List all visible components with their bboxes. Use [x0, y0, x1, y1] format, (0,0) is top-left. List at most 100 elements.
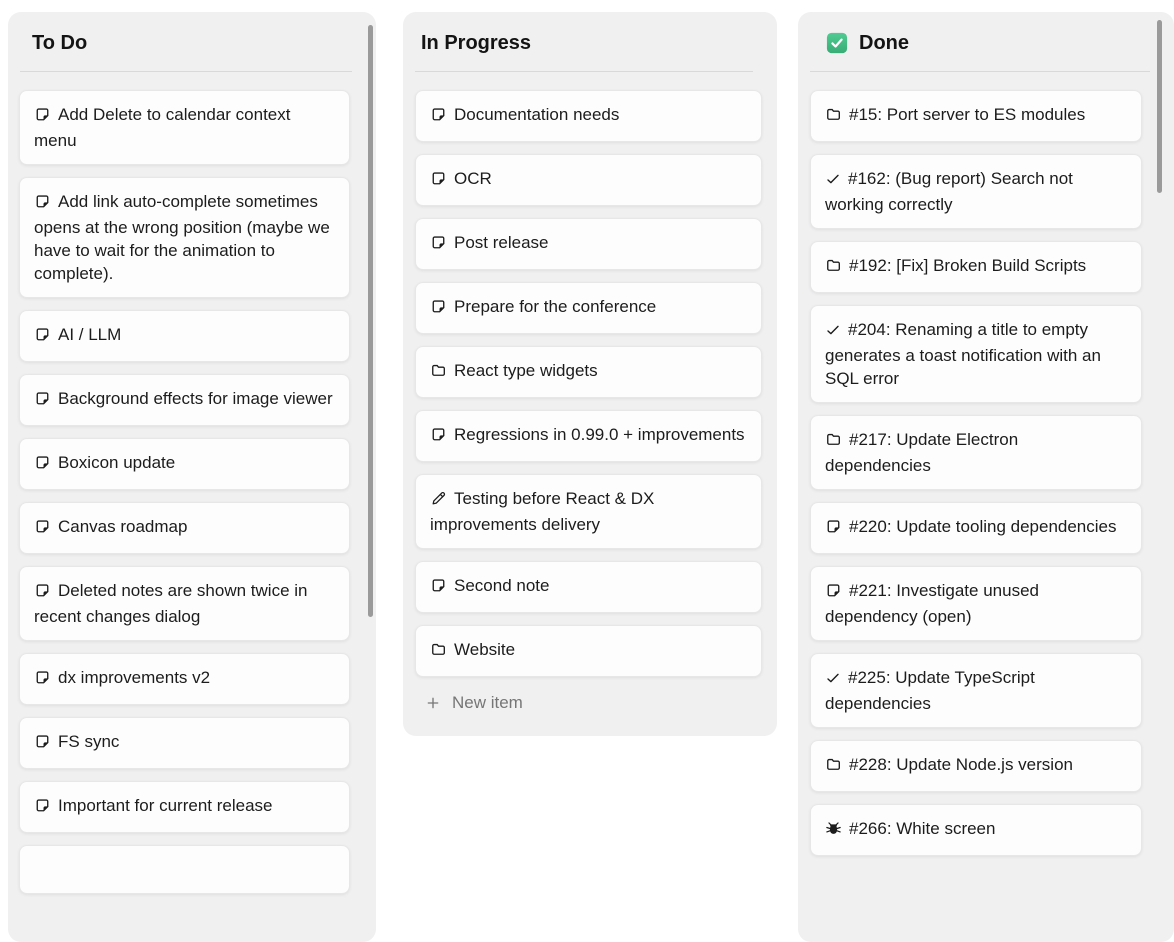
card-text: #204: Renaming a title to empty generate… — [825, 320, 1101, 388]
card[interactable]: Post release — [415, 218, 762, 270]
card-text: #221: Investigate unused dependency (ope… — [825, 581, 1039, 626]
note-icon — [34, 518, 51, 541]
card[interactable]: React type widgets — [415, 346, 762, 398]
card[interactable]: #162: (Bug report) Search not working co… — [810, 154, 1142, 229]
column-title: In Progress — [421, 32, 532, 54]
card[interactable]: #15: Port server to ES modules — [810, 90, 1142, 142]
column-header: To Do — [32, 30, 352, 56]
card-text: FS sync — [58, 732, 120, 751]
note-icon — [34, 326, 51, 349]
column-todo: To Do Add Delete to calendar context men… — [8, 12, 376, 942]
card[interactable]: Prepare for the conference — [415, 282, 762, 334]
card[interactable]: Add link auto-complete sometimes opens a… — [19, 177, 350, 298]
card-text: Deleted notes are shown twice in recent … — [34, 581, 308, 626]
card-text: Add link auto-complete sometimes opens a… — [34, 192, 330, 283]
column-scrollbar[interactable] — [368, 25, 373, 617]
card[interactable]: Canvas roadmap — [19, 502, 350, 554]
card-text: Regressions in 0.99.0 + improvements — [454, 425, 745, 444]
card-list: #15: Port server to ES modules #162: (Bug… — [798, 90, 1174, 856]
card[interactable] — [19, 845, 350, 894]
card-text: Testing before React & DX improvements d… — [430, 489, 655, 534]
note-icon — [34, 390, 51, 413]
card[interactable]: #220: Update tooling dependencies — [810, 502, 1142, 554]
card-text: #228: Update Node.js version — [849, 755, 1073, 774]
note-icon — [34, 797, 51, 820]
note-icon — [34, 582, 51, 605]
card[interactable]: AI / LLM — [19, 310, 350, 362]
note-icon — [34, 454, 51, 477]
note-icon — [34, 733, 51, 756]
card[interactable]: #217: Update Electron dependencies — [810, 415, 1142, 490]
note-icon — [430, 298, 447, 321]
card-text: Second note — [454, 576, 550, 595]
card[interactable]: #192: [Fix] Broken Build Scripts — [810, 241, 1142, 293]
column-divider — [20, 71, 352, 72]
check-icon — [825, 170, 841, 193]
note-icon — [34, 106, 51, 129]
column-title: Done — [859, 32, 909, 54]
plus-icon — [425, 695, 441, 711]
card-text: #220: Update tooling dependencies — [849, 517, 1117, 536]
card-text: Documentation needs — [454, 105, 620, 124]
card-text: dx improvements v2 — [58, 668, 211, 687]
check-icon — [825, 321, 841, 344]
note-icon — [430, 106, 447, 129]
card[interactable]: OCR — [415, 154, 762, 206]
card[interactable]: #221: Investigate unused dependency (ope… — [810, 566, 1142, 641]
new-item-label: New item — [452, 693, 523, 712]
card-text: Post release — [454, 233, 549, 252]
column-done: Done #15: Port server to ES modules #162:… — [798, 12, 1174, 942]
card[interactable]: Second note — [415, 561, 762, 613]
folder-icon — [430, 362, 447, 385]
card[interactable]: Testing before React & DX improvements d… — [415, 474, 762, 549]
card-list: Documentation needs OCR Post release Prepar… — [403, 90, 777, 677]
column-header: Done — [826, 30, 1150, 56]
card-text: #225: Update TypeScript dependencies — [825, 668, 1035, 713]
card-text: Add Delete to calendar context menu — [34, 105, 291, 150]
card-text: Background effects for image viewer — [58, 389, 333, 408]
card-text: Canvas roadmap — [58, 517, 188, 536]
check-icon — [825, 669, 841, 692]
folder-icon — [825, 431, 842, 454]
card-text: React type widgets — [454, 361, 598, 380]
card-text: AI / LLM — [58, 325, 122, 344]
note-icon — [34, 669, 51, 692]
card[interactable]: #225: Update TypeScript dependencies — [810, 653, 1142, 728]
card[interactable]: Deleted notes are shown twice in recent … — [19, 566, 350, 641]
card-text: Important for current release — [58, 796, 273, 815]
card[interactable]: Regressions in 0.99.0 + improvements — [415, 410, 762, 462]
column-header: In Progress — [421, 30, 753, 56]
pencil-icon — [430, 490, 447, 513]
card[interactable]: Add Delete to calendar context menu — [19, 90, 350, 165]
bug-icon — [825, 820, 842, 843]
column-divider — [415, 71, 753, 72]
card-text: #162: (Bug report) Search not working co… — [825, 169, 1073, 214]
card[interactable]: #228: Update Node.js version — [810, 740, 1142, 792]
card-text: Website — [454, 640, 516, 659]
card[interactable]: Documentation needs — [415, 90, 762, 142]
green-checkbox-icon — [826, 32, 848, 54]
note-icon — [825, 518, 842, 541]
card[interactable]: Background effects for image viewer — [19, 374, 350, 426]
folder-icon — [825, 106, 842, 129]
card[interactable]: #204: Renaming a title to empty generate… — [810, 305, 1142, 403]
card[interactable]: dx improvements v2 — [19, 653, 350, 705]
card-text: #217: Update Electron dependencies — [825, 430, 1019, 475]
card[interactable]: FS sync — [19, 717, 350, 769]
card-text: Prepare for the conference — [454, 297, 657, 316]
folder-icon — [825, 756, 842, 779]
card[interactable]: Website — [415, 625, 762, 677]
note-icon — [430, 426, 447, 449]
card[interactable]: Boxicon update — [19, 438, 350, 490]
folder-icon — [825, 257, 842, 280]
card[interactable]: #266: White screen — [810, 804, 1142, 856]
column-scrollbar[interactable] — [1157, 20, 1162, 193]
card-text: #266: White screen — [849, 819, 996, 838]
card[interactable]: Important for current release — [19, 781, 350, 833]
card-text: Boxicon update — [58, 453, 176, 472]
card-list: Add Delete to calendar context menu Add l… — [8, 90, 376, 894]
note-icon — [430, 170, 447, 193]
card-text: OCR — [454, 169, 492, 188]
folder-icon — [430, 641, 447, 664]
new-item-button[interactable]: New item — [425, 691, 777, 714]
